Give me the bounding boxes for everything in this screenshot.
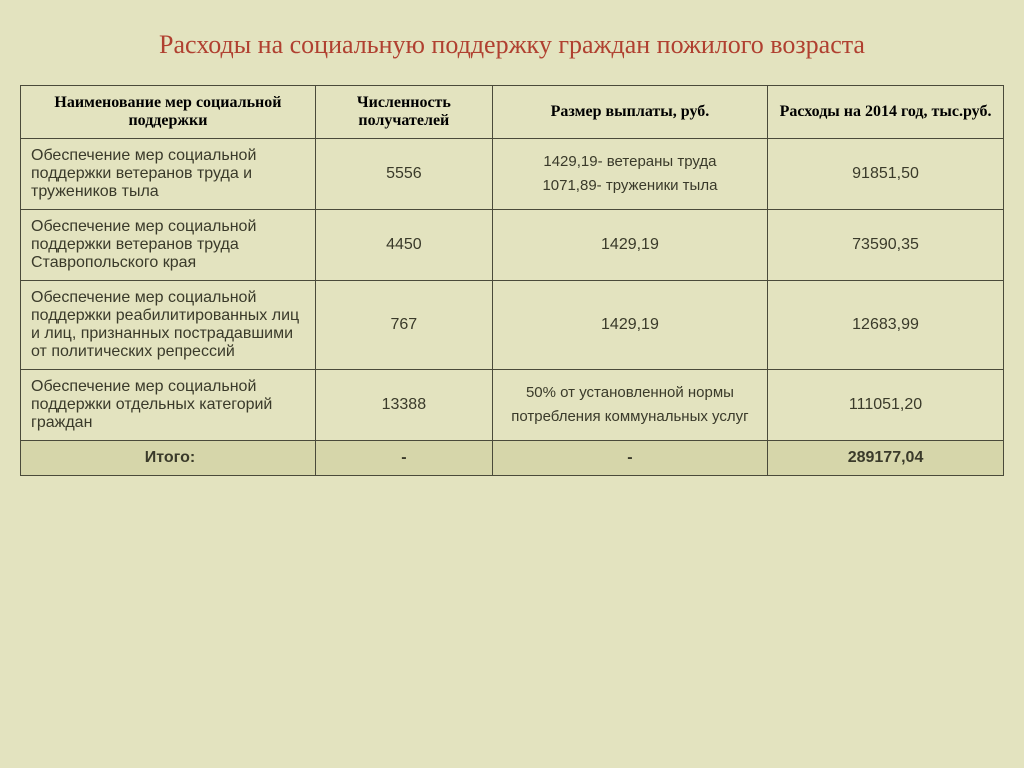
cell-expense: 73590,35 — [768, 210, 1004, 281]
cell-count: 4450 — [315, 210, 492, 281]
cell-amount: 1429,19 — [492, 210, 767, 281]
table-row: Обеспечение мер социальной поддержки вет… — [21, 139, 1004, 210]
total-amount: - — [492, 441, 767, 476]
cell-expense: 111051,20 — [768, 370, 1004, 441]
expenses-table: Наименование мер социальной поддержки Чи… — [20, 85, 1004, 476]
table-row: Обеспечение мер социальной поддержки вет… — [21, 210, 1004, 281]
cell-amount: 50% от установленной нормы потребления к… — [492, 370, 767, 441]
header-amount: Размер выплаты, руб. — [492, 86, 767, 139]
cell-name: Обеспечение мер социальной поддержки реа… — [21, 281, 316, 370]
header-count: Численность получателей — [315, 86, 492, 139]
header-row: Наименование мер социальной поддержки Чи… — [21, 86, 1004, 139]
total-row: Итого: - - 289177,04 — [21, 441, 1004, 476]
header-expense: Расходы на 2014 год, тыс.руб. — [768, 86, 1004, 139]
cell-count: 767 — [315, 281, 492, 370]
page-title: Расходы на социальную поддержку граждан … — [20, 30, 1004, 60]
table-row: Обеспечение мер социальной поддержки отд… — [21, 370, 1004, 441]
cell-amount: 1429,19- ветераны труда1071,89- труженик… — [492, 139, 767, 210]
total-expense: 289177,04 — [768, 441, 1004, 476]
cell-name: Обеспечение мер социальной поддержки отд… — [21, 370, 316, 441]
cell-count: 13388 — [315, 370, 492, 441]
cell-expense: 91851,50 — [768, 139, 1004, 210]
total-label: Итого: — [21, 441, 316, 476]
cell-expense: 12683,99 — [768, 281, 1004, 370]
header-name: Наименование мер социальной поддержки — [21, 86, 316, 139]
cell-name: Обеспечение мер социальной поддержки вет… — [21, 139, 316, 210]
cell-amount: 1429,19 — [492, 281, 767, 370]
table-row: Обеспечение мер социальной поддержки реа… — [21, 281, 1004, 370]
cell-count: 5556 — [315, 139, 492, 210]
total-count: - — [315, 441, 492, 476]
cell-name: Обеспечение мер социальной поддержки вет… — [21, 210, 316, 281]
